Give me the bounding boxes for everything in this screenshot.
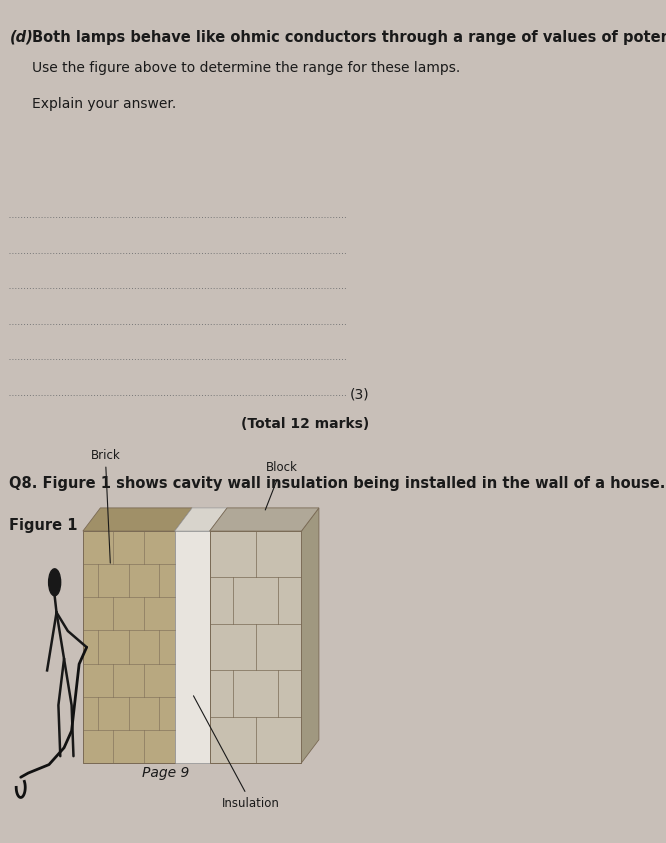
Circle shape bbox=[49, 569, 61, 596]
Polygon shape bbox=[174, 507, 227, 531]
Text: Explain your answer.: Explain your answer. bbox=[32, 97, 176, 111]
Polygon shape bbox=[83, 507, 192, 531]
Text: Both lamps behave like ohmic conductors through a range of values of potential d: Both lamps behave like ohmic conductors … bbox=[32, 30, 666, 45]
Text: Brick: Brick bbox=[91, 448, 120, 563]
Text: (Total 12 marks): (Total 12 marks) bbox=[241, 417, 369, 432]
Bar bbox=[83, 531, 174, 763]
Text: Block: Block bbox=[265, 461, 298, 510]
Bar bbox=[210, 531, 302, 763]
Text: Use the figure above to determine the range for these lamps.: Use the figure above to determine the ra… bbox=[32, 61, 460, 75]
Polygon shape bbox=[210, 507, 319, 531]
Text: Insulation: Insulation bbox=[193, 695, 280, 809]
Bar bbox=[174, 531, 210, 763]
Text: Page 9: Page 9 bbox=[142, 765, 189, 780]
Text: (3): (3) bbox=[350, 388, 369, 401]
Text: Figure 1: Figure 1 bbox=[9, 518, 78, 534]
Text: Q8. Figure 1 shows cavity wall insulation being installed in the wall of a house: Q8. Figure 1 shows cavity wall insulatio… bbox=[9, 476, 666, 491]
Polygon shape bbox=[302, 507, 319, 763]
Text: (d): (d) bbox=[9, 30, 33, 45]
